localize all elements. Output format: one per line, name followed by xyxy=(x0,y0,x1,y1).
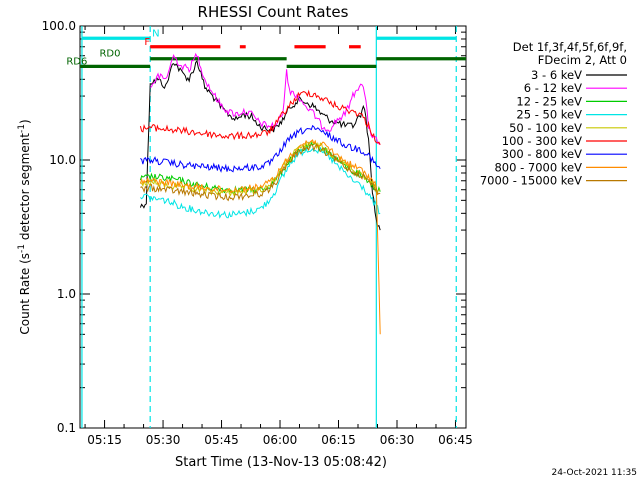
x-tick-label: 06:15 xyxy=(321,433,356,447)
legend-item-label: 50 - 100 keV xyxy=(509,121,582,135)
legend-header-line-1: Det 1f,3f,4f,5f,6f,9f, xyxy=(513,40,627,54)
flag-label: RD6 xyxy=(66,56,87,67)
footer-date: 24-Oct-2021 11:35 xyxy=(552,468,637,478)
legend-item-label: 300 - 800 keV xyxy=(502,147,582,161)
y-axis: 0.1 1.0 10.0 100.0 xyxy=(42,19,466,435)
status-flags: NF RD0 RD6 xyxy=(66,28,466,68)
series-line xyxy=(139,89,381,145)
y-tick-label: 0.1 xyxy=(57,421,76,435)
x-tick-label: 06:30 xyxy=(380,433,415,447)
y-label-part-1: Count Rate (s xyxy=(18,253,32,335)
series-line xyxy=(139,139,381,335)
x-tick-label: 05:15 xyxy=(87,433,122,447)
legend-item-label: 100 - 300 keV xyxy=(502,134,582,148)
plot-frame xyxy=(79,25,467,429)
legend-item-label: 800 - 7000 keV xyxy=(494,160,582,174)
x-axis: 05:15 05:30 05:45 06:00 06:15 06:30 06:45 xyxy=(84,26,473,447)
x-tick-label: 06:45 xyxy=(438,433,473,447)
x-tick-label: 05:45 xyxy=(204,433,239,447)
x-tick-label: 05:30 xyxy=(146,433,181,447)
legend-item-label: 3 - 6 keV xyxy=(531,68,582,82)
y-axis-label: Count Rate (s-1 detector segment-1) xyxy=(17,119,32,334)
legend-header-line-2: FDecim 2, Att 0 xyxy=(538,53,627,67)
x-tick-label: 06:00 xyxy=(263,433,298,447)
y-label-exp-1: -1 xyxy=(17,244,27,253)
legend: Det 1f,3f,4f,5f,6f,9f, FDecim 2, Att 0 3… xyxy=(480,40,627,188)
flag-label: N xyxy=(152,28,159,39)
legend-item-label: 7000 - 15000 keV xyxy=(480,174,582,188)
legend-item-label: 25 - 50 keV xyxy=(516,108,582,122)
y-label-part-3: ) xyxy=(18,119,32,124)
series-line xyxy=(140,146,381,219)
series-lines xyxy=(139,52,381,335)
flag-label: RD0 xyxy=(99,49,120,60)
legend-item-label: 6 - 12 keV xyxy=(524,81,582,95)
y-tick-label: 1.0 xyxy=(57,287,76,301)
series-line xyxy=(140,143,381,202)
series-line xyxy=(140,124,381,173)
y-label-part-2: detector segment xyxy=(18,133,32,244)
series-line xyxy=(150,52,381,146)
y-tick-label: 10.0 xyxy=(49,153,76,167)
legend-item-label: 12 - 25 keV xyxy=(516,94,582,108)
flag-label: F xyxy=(144,37,150,48)
series-line xyxy=(139,59,381,231)
x-axis-label: Start Time (13-Nov-13 05:08:42) xyxy=(175,455,387,470)
chart-title: RHESSI Count Rates xyxy=(198,3,349,21)
y-tick-label: 100.0 xyxy=(42,19,76,33)
instrument-vlines xyxy=(81,26,457,428)
y-label-exp-2: -1 xyxy=(17,124,27,133)
